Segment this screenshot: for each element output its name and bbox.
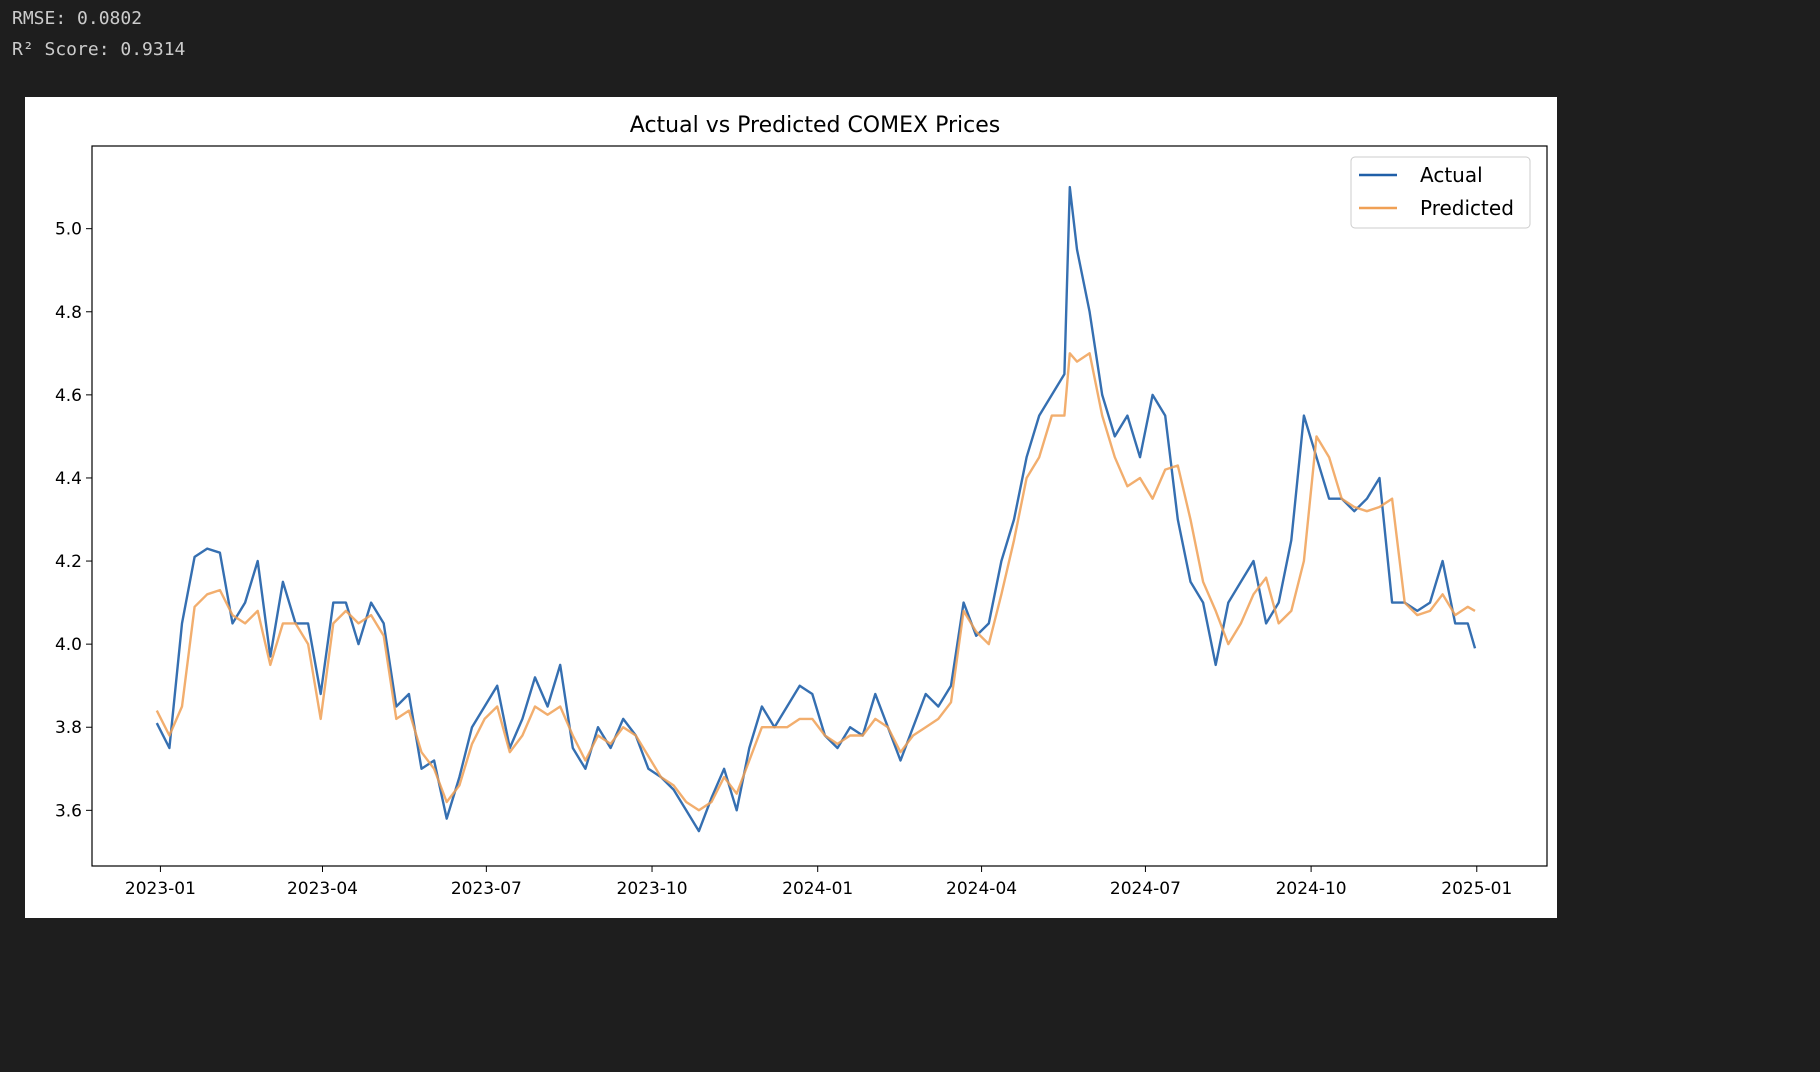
x-tick-label: 2025-01	[1441, 879, 1512, 899]
y-tick-label: 3.6	[55, 801, 82, 821]
y-tick-label: 4.4	[55, 469, 82, 489]
series-line-actual	[155, 185, 1477, 833]
y-tick-label: 4.0	[55, 635, 82, 655]
chart-figure: Actual vs Predicted COMEX Prices 3.6 3.8 4…	[25, 97, 1557, 918]
line-chart: Actual vs Predicted COMEX Prices 3.6 3.8 4…	[55, 113, 1548, 899]
x-tick-label: 2024-10	[1276, 879, 1347, 899]
y-tick-label: 4.8	[55, 303, 82, 323]
ticks-layer: 3.6 3.8 4.0 4.2 4.4 4.6 4.8 5.0 2023-01 2023-04 20…	[55, 220, 1512, 899]
x-tick-label: 2023-10	[617, 879, 688, 899]
x-tick-label: 2024-04	[946, 879, 1017, 899]
x-tick-label: 2024-07	[1110, 879, 1181, 899]
series-line-predicted	[155, 352, 1476, 812]
y-tick-label: 5.0	[55, 220, 82, 240]
axes-frame	[91, 145, 1548, 867]
x-tick-label: 2023-01	[125, 879, 196, 899]
x-tick-label: 2023-04	[287, 879, 358, 899]
legend: Actual Predicted	[1350, 156, 1531, 229]
x-tick-label: 2023-07	[451, 879, 522, 899]
legend-label-actual: Actual	[1420, 163, 1483, 187]
legend-label-predicted: Predicted	[1420, 196, 1514, 220]
y-tick-label: 3.8	[55, 718, 82, 738]
rmse-output: RMSE: 0.0802	[12, 8, 143, 29]
y-tick-label: 4.6	[55, 386, 82, 406]
x-tick-label: 2024-01	[782, 879, 853, 899]
chart-title: Actual vs Predicted COMEX Prices	[630, 113, 1000, 138]
series-layer	[155, 185, 1477, 833]
r2-output: R² Score: 0.9314	[12, 39, 186, 60]
y-tick-label: 4.2	[55, 552, 82, 572]
